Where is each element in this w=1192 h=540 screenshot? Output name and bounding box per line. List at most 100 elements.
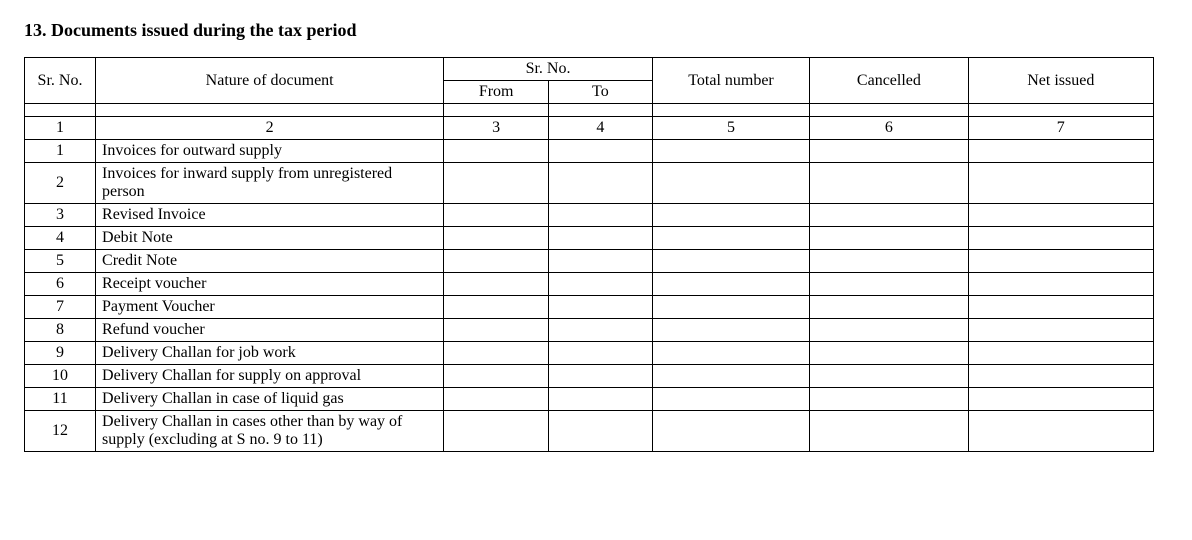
table-row: 2 Invoices for inward supply from unregi…	[25, 163, 1154, 204]
cell-to	[549, 250, 653, 273]
cell-to	[549, 204, 653, 227]
cell-cancelled	[810, 163, 968, 204]
cell-cancelled	[810, 273, 968, 296]
cell-sr: 6	[25, 273, 96, 296]
cell-total	[652, 319, 810, 342]
cell-to	[549, 342, 653, 365]
table-row: 6 Receipt voucher	[25, 273, 1154, 296]
cell-sr: 2	[25, 163, 96, 204]
cell-cancelled	[810, 250, 968, 273]
table-row: 8 Refund voucher	[25, 319, 1154, 342]
cell-total	[652, 365, 810, 388]
cell-net	[968, 365, 1153, 388]
cell-net	[968, 388, 1153, 411]
header-from: From	[444, 81, 549, 104]
cell-sr: 12	[25, 411, 96, 452]
cell-net	[968, 411, 1153, 452]
header-sr-no: Sr. No.	[25, 58, 96, 104]
cell-from	[444, 411, 549, 452]
colnum-6: 6	[810, 117, 968, 140]
table-row: 7 Payment Voucher	[25, 296, 1154, 319]
table-row: 3 Revised Invoice	[25, 204, 1154, 227]
section-title: 13. Documents issued during the tax peri…	[24, 20, 1168, 41]
table-row: 11 Delivery Challan in case of liquid ga…	[25, 388, 1154, 411]
cell-to	[549, 140, 653, 163]
cell-cancelled	[810, 411, 968, 452]
cell-nature: Delivery Challan in cases other than by …	[96, 411, 444, 452]
cell-nature: Receipt voucher	[96, 273, 444, 296]
cell-cancelled	[810, 140, 968, 163]
cell-sr: 5	[25, 250, 96, 273]
cell-to	[549, 273, 653, 296]
cell-from	[444, 163, 549, 204]
colnum-5: 5	[652, 117, 810, 140]
cell-nature: Payment Voucher	[96, 296, 444, 319]
cell-to	[549, 365, 653, 388]
table-row: 5 Credit Note	[25, 250, 1154, 273]
header-cancelled: Cancelled	[810, 58, 968, 104]
cell-net	[968, 273, 1153, 296]
header-nature: Nature of document	[96, 58, 444, 104]
cell-from	[444, 319, 549, 342]
cell-to	[549, 411, 653, 452]
cell-to	[549, 388, 653, 411]
column-number-row: 1 2 3 4 5 6 7	[25, 117, 1154, 140]
cell-net	[968, 227, 1153, 250]
cell-sr: 8	[25, 319, 96, 342]
table-row: 4 Debit Note	[25, 227, 1154, 250]
cell-net	[968, 319, 1153, 342]
cell-to	[549, 163, 653, 204]
cell-from	[444, 296, 549, 319]
cell-nature: Delivery Challan for supply on approval	[96, 365, 444, 388]
cell-total	[652, 227, 810, 250]
cell-cancelled	[810, 365, 968, 388]
colnum-2: 2	[96, 117, 444, 140]
cell-cancelled	[810, 296, 968, 319]
table-row: 12 Delivery Challan in cases other than …	[25, 411, 1154, 452]
cell-net	[968, 204, 1153, 227]
cell-nature: Delivery Challan for job work	[96, 342, 444, 365]
cell-nature: Delivery Challan in case of liquid gas	[96, 388, 444, 411]
cell-from	[444, 365, 549, 388]
cell-to	[549, 319, 653, 342]
header-net: Net issued	[968, 58, 1153, 104]
cell-net	[968, 163, 1153, 204]
header-spacer-row	[25, 104, 1154, 117]
cell-total	[652, 296, 810, 319]
table-row: 1 Invoices for outward supply	[25, 140, 1154, 163]
cell-nature: Debit Note	[96, 227, 444, 250]
colnum-3: 3	[444, 117, 549, 140]
cell-sr: 10	[25, 365, 96, 388]
colnum-7: 7	[968, 117, 1153, 140]
cell-from	[444, 250, 549, 273]
documents-table: Sr. No. Nature of document Sr. No. Total…	[24, 57, 1154, 452]
cell-nature: Invoices for inward supply from unregist…	[96, 163, 444, 204]
cell-total	[652, 250, 810, 273]
table-body: 1 Invoices for outward supply 2 Invoices…	[25, 140, 1154, 452]
cell-from	[444, 388, 549, 411]
cell-sr: 7	[25, 296, 96, 319]
header-srno-group: Sr. No.	[444, 58, 652, 81]
cell-sr: 1	[25, 140, 96, 163]
cell-cancelled	[810, 319, 968, 342]
cell-sr: 9	[25, 342, 96, 365]
cell-cancelled	[810, 342, 968, 365]
cell-net	[968, 140, 1153, 163]
cell-net	[968, 296, 1153, 319]
cell-net	[968, 342, 1153, 365]
header-to: To	[549, 81, 653, 104]
table-row: 9 Delivery Challan for job work	[25, 342, 1154, 365]
table-header-row-1: Sr. No. Nature of document Sr. No. Total…	[25, 58, 1154, 81]
cell-nature: Invoices for outward supply	[96, 140, 444, 163]
cell-nature: Credit Note	[96, 250, 444, 273]
cell-from	[444, 204, 549, 227]
cell-total	[652, 411, 810, 452]
cell-total	[652, 388, 810, 411]
cell-from	[444, 227, 549, 250]
cell-sr: 11	[25, 388, 96, 411]
cell-to	[549, 227, 653, 250]
colnum-4: 4	[549, 117, 653, 140]
header-total: Total number	[652, 58, 810, 104]
cell-nature: Revised Invoice	[96, 204, 444, 227]
cell-from	[444, 273, 549, 296]
